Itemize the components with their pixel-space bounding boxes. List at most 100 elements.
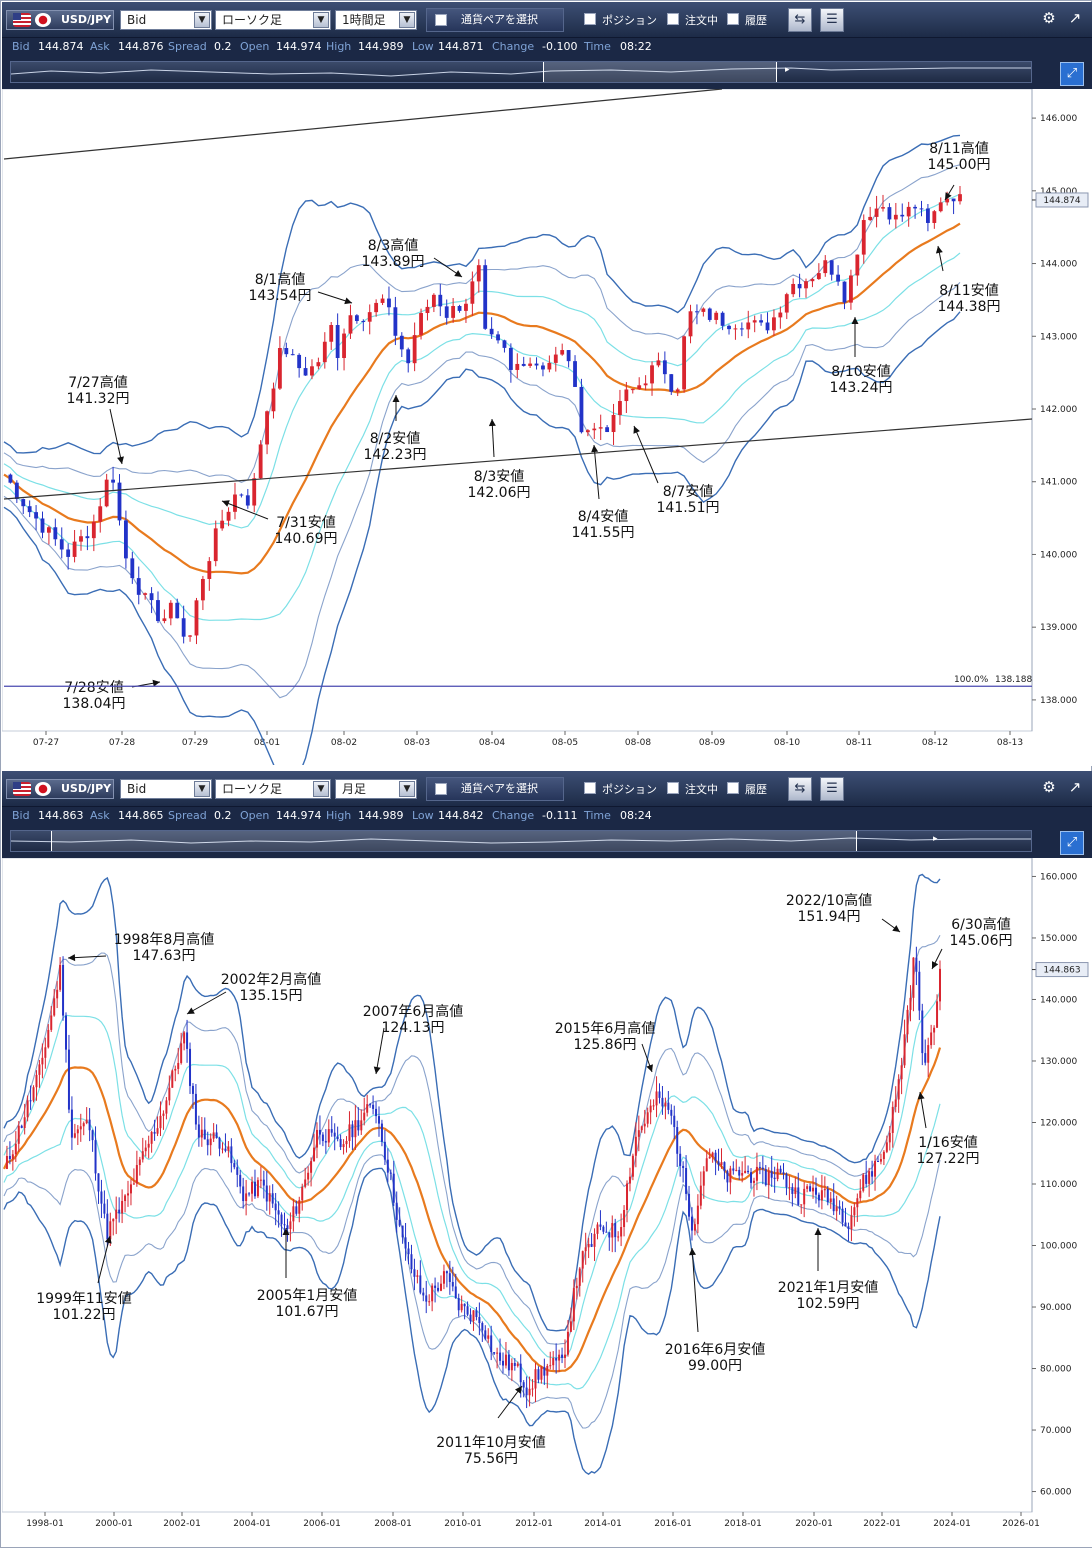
candle-body <box>448 1273 451 1282</box>
orders-checkbox[interactable] <box>667 13 679 25</box>
history-checkbox[interactable] <box>727 13 739 25</box>
annotation-label: 8/11高値 <box>929 140 988 157</box>
chart-type-select[interactable]: ローソク足 ▼ <box>215 10 331 30</box>
candle-body <box>708 1156 711 1159</box>
candle-body <box>528 1388 531 1396</box>
navigator-window[interactable] <box>51 831 857 851</box>
pair-selector[interactable]: USD/JPY <box>6 779 114 799</box>
candle-body <box>265 1185 268 1202</box>
candle-body <box>598 427 603 429</box>
gear-icon[interactable]: ⚙ <box>1042 778 1056 796</box>
price-type-select[interactable]: Bid ▼ <box>120 779 212 799</box>
popout-icon[interactable]: ↗ <box>1068 778 1082 796</box>
candle-body <box>224 1148 227 1151</box>
candle-body <box>123 520 128 559</box>
indicator-list-icon[interactable]: ☰ <box>820 777 844 801</box>
indicator-list-icon[interactable]: ☰ <box>820 8 844 32</box>
candle-body <box>165 1100 168 1114</box>
candle-body <box>292 1206 295 1222</box>
timeframe-select[interactable]: 1時間足 ▼ <box>335 10 417 30</box>
navigator-right-arrow-icon[interactable]: ▸ <box>785 65 790 75</box>
chevron-down-icon[interactable]: ▼ <box>194 781 210 797</box>
history-checkbox[interactable] <box>727 782 739 794</box>
price-info-bar: Bid 144.863 Ask 144.865 Spread 0.2 Open 144.… <box>2 807 1092 825</box>
history-label: 履歴 <box>745 783 767 796</box>
candle-body <box>47 1029 50 1048</box>
orders-checkbox[interactable] <box>667 782 679 794</box>
candle-body <box>316 362 321 367</box>
chevron-down-icon[interactable]: ▼ <box>399 12 415 28</box>
candle-body <box>919 208 924 210</box>
candle-body <box>230 1146 233 1164</box>
candle-body <box>377 1116 380 1124</box>
candle-body <box>784 294 789 313</box>
candle-body <box>646 1112 649 1124</box>
checkbox[interactable] <box>435 783 447 795</box>
chevron-down-icon[interactable]: ▼ <box>313 12 329 28</box>
candle-body <box>59 964 62 990</box>
chart-type-select[interactable]: ローソク足 ▼ <box>215 779 331 799</box>
candle-body <box>70 1109 73 1138</box>
candle-body <box>194 1093 197 1125</box>
chevron-down-icon[interactable]: ▼ <box>313 781 329 797</box>
annotation-price: 75.56円 <box>464 1451 518 1467</box>
select-pair-button[interactable]: 通貨ペアを選択 <box>426 8 564 32</box>
trend-line <box>3 418 1033 500</box>
candle-body <box>804 281 808 289</box>
position-checkbox[interactable] <box>584 13 596 25</box>
candle-body <box>150 1131 153 1144</box>
popout-icon[interactable]: ↗ <box>1068 9 1082 27</box>
candle-body <box>431 294 436 307</box>
navigator-window[interactable] <box>543 62 777 82</box>
candle-body <box>750 1172 753 1183</box>
candle-body <box>136 578 141 595</box>
annotation-price: 145.00円 <box>928 157 991 173</box>
timeframe-select[interactable]: 月足 ▼ <box>335 779 417 799</box>
candle-body <box>149 593 154 601</box>
navigator-scrollbar[interactable]: ▸ <box>10 61 1032 83</box>
y-tick-label: 110.000 <box>1040 1180 1077 1190</box>
chart-tool-icon[interactable]: ⇆ <box>788 777 812 801</box>
candle-body <box>611 1223 614 1238</box>
candle-body <box>380 298 385 303</box>
position-checkbox[interactable] <box>584 782 596 794</box>
pair-selector[interactable]: USD/JPY <box>6 10 114 30</box>
bollinger-band-upper <box>3 134 961 455</box>
candle-body <box>558 1354 561 1361</box>
price-type-select[interactable]: Bid ▼ <box>120 10 212 30</box>
navigator: ▸ ⤢ <box>2 825 1092 858</box>
candle-body <box>732 1168 735 1171</box>
checkbox[interactable] <box>435 14 447 26</box>
candle-body <box>643 1123 646 1127</box>
select-pair-button[interactable]: 通貨ペアを選択 <box>426 777 564 801</box>
candle-body <box>336 1136 339 1140</box>
candle-body <box>628 1176 631 1184</box>
chevron-down-icon[interactable]: ▼ <box>399 781 415 797</box>
bollinger-band-upper <box>3 873 941 1332</box>
candle-body <box>747 1170 750 1173</box>
candle-body <box>667 1102 670 1110</box>
zoom-fit-icon[interactable]: ⤢ <box>1060 62 1084 86</box>
candle-body <box>65 1015 68 1050</box>
gear-icon[interactable]: ⚙ <box>1042 9 1056 27</box>
candle-body <box>761 1167 764 1170</box>
candle-body <box>442 1271 445 1284</box>
candle-body <box>608 1232 611 1238</box>
annotation-label: 2015年6月高値 <box>555 1020 656 1037</box>
zoom-fit-icon[interactable]: ⤢ <box>1060 831 1084 855</box>
candle-body <box>226 511 231 521</box>
navigator-scrollbar[interactable]: ▸ <box>10 830 1032 852</box>
candle-body <box>85 536 90 539</box>
candle-body <box>206 1139 209 1146</box>
chevron-down-icon[interactable]: ▼ <box>194 12 210 28</box>
x-tick-label: 2016-01 <box>654 1519 692 1529</box>
navigator-right-arrow-icon[interactable]: ▸ <box>933 834 938 844</box>
candle-body <box>499 1352 502 1361</box>
chart-area[interactable]: 146.000 145.000 144.000 143.000 142.000 141.0… <box>2 89 1092 765</box>
candle-body <box>363 1112 366 1121</box>
candle-body <box>171 1070 174 1088</box>
candle-body <box>541 365 545 370</box>
chart-tool-icon[interactable]: ⇆ <box>788 8 812 32</box>
chart-area[interactable]: 160.000 150.000 140.000 130.000 120.000 110.0… <box>2 858 1092 1546</box>
candle-body <box>510 1362 513 1371</box>
